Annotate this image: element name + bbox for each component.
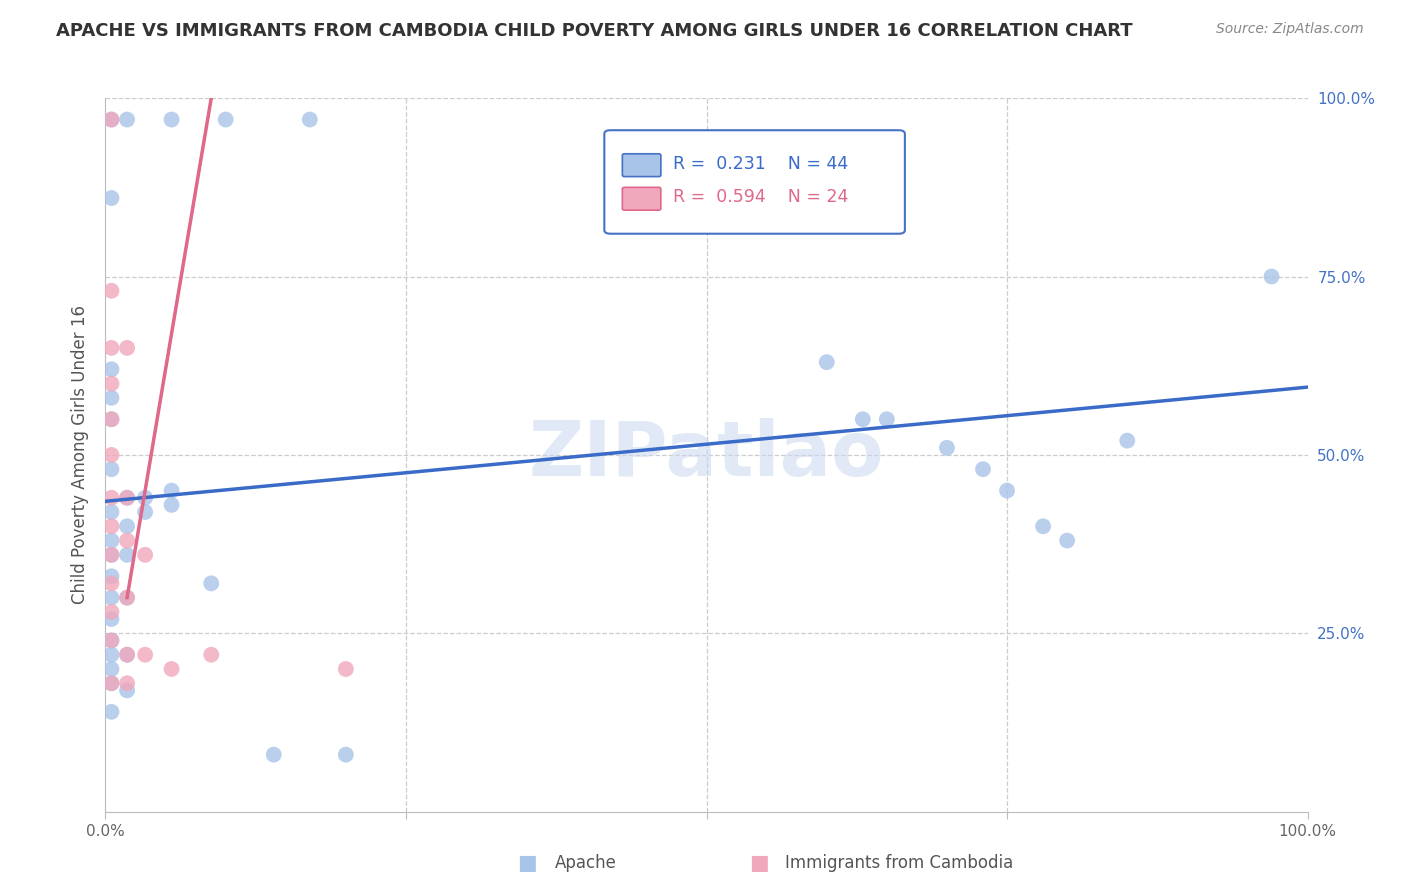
Point bbox=[115, 591, 138, 605]
Point bbox=[115, 591, 138, 605]
Point bbox=[134, 491, 156, 505]
Point bbox=[100, 533, 122, 548]
Point bbox=[134, 548, 156, 562]
Point bbox=[100, 705, 122, 719]
Point bbox=[100, 662, 122, 676]
Text: Apache: Apache bbox=[555, 855, 617, 872]
Text: R =  0.231    N = 44: R = 0.231 N = 44 bbox=[673, 155, 848, 173]
Point bbox=[100, 448, 122, 462]
Point bbox=[1116, 434, 1139, 448]
Point bbox=[100, 284, 122, 298]
Point bbox=[876, 412, 898, 426]
Text: ■: ■ bbox=[517, 854, 537, 873]
Point bbox=[100, 412, 122, 426]
Point bbox=[852, 412, 875, 426]
Point bbox=[1260, 269, 1282, 284]
Point bbox=[335, 747, 357, 762]
Point bbox=[214, 112, 236, 127]
Point bbox=[115, 548, 138, 562]
Point bbox=[115, 683, 138, 698]
Point bbox=[100, 569, 122, 583]
FancyBboxPatch shape bbox=[623, 153, 661, 177]
Point bbox=[100, 591, 122, 605]
Point bbox=[115, 491, 138, 505]
FancyBboxPatch shape bbox=[623, 187, 661, 211]
Point bbox=[200, 648, 222, 662]
Point bbox=[115, 533, 138, 548]
Point bbox=[115, 112, 138, 127]
Point bbox=[1056, 533, 1078, 548]
Point bbox=[115, 648, 138, 662]
Point bbox=[100, 112, 122, 127]
Point bbox=[100, 412, 122, 426]
Point bbox=[263, 747, 285, 762]
Point bbox=[160, 483, 183, 498]
Text: APACHE VS IMMIGRANTS FROM CAMBODIA CHILD POVERTY AMONG GIRLS UNDER 16 CORRELATIO: APACHE VS IMMIGRANTS FROM CAMBODIA CHILD… bbox=[56, 22, 1133, 40]
Text: Immigrants from Cambodia: Immigrants from Cambodia bbox=[785, 855, 1012, 872]
Point bbox=[115, 648, 138, 662]
Point bbox=[335, 662, 357, 676]
Point bbox=[100, 505, 122, 519]
Point bbox=[100, 491, 122, 505]
Point bbox=[100, 548, 122, 562]
Point bbox=[100, 191, 122, 205]
Point bbox=[815, 355, 838, 369]
Point bbox=[995, 483, 1018, 498]
Text: ZIPatlao: ZIPatlao bbox=[529, 418, 884, 491]
Point bbox=[100, 676, 122, 690]
Point bbox=[100, 362, 122, 376]
Point bbox=[160, 498, 183, 512]
FancyBboxPatch shape bbox=[605, 130, 905, 234]
Point bbox=[298, 112, 321, 127]
Point bbox=[115, 491, 138, 505]
Text: ■: ■ bbox=[749, 854, 769, 873]
Point bbox=[160, 662, 183, 676]
Point bbox=[972, 462, 994, 476]
Point bbox=[100, 605, 122, 619]
Point bbox=[160, 112, 183, 127]
Point bbox=[100, 633, 122, 648]
Y-axis label: Child Poverty Among Girls Under 16: Child Poverty Among Girls Under 16 bbox=[72, 305, 90, 605]
Point bbox=[100, 462, 122, 476]
Point bbox=[115, 676, 138, 690]
Point bbox=[100, 576, 122, 591]
Point bbox=[200, 576, 222, 591]
Text: R =  0.594    N = 24: R = 0.594 N = 24 bbox=[673, 188, 848, 206]
Point bbox=[100, 341, 122, 355]
Point bbox=[100, 648, 122, 662]
Point bbox=[134, 648, 156, 662]
Point bbox=[1032, 519, 1054, 533]
Point bbox=[115, 341, 138, 355]
Point bbox=[134, 505, 156, 519]
Point bbox=[100, 391, 122, 405]
Point bbox=[115, 519, 138, 533]
Point bbox=[100, 519, 122, 533]
Point bbox=[100, 376, 122, 391]
Point bbox=[100, 676, 122, 690]
Point bbox=[100, 548, 122, 562]
Point bbox=[100, 612, 122, 626]
Point bbox=[100, 112, 122, 127]
Point bbox=[936, 441, 959, 455]
Text: Source: ZipAtlas.com: Source: ZipAtlas.com bbox=[1216, 22, 1364, 37]
Point bbox=[100, 633, 122, 648]
